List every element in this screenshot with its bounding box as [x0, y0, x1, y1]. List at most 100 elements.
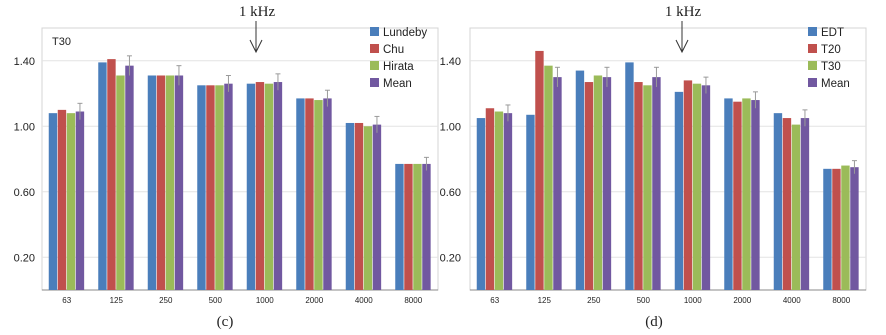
- panel-inner-label: T30: [52, 36, 71, 48]
- bar: [75, 111, 85, 290]
- bar: [584, 82, 594, 290]
- legend-swatch: [808, 27, 817, 36]
- bar: [156, 75, 166, 290]
- bar: [751, 100, 760, 290]
- annotation-label: 1 kHz: [239, 4, 276, 20]
- bar: [165, 75, 175, 290]
- y-tick-label: 0.60: [14, 187, 35, 199]
- x-tick-label: 250: [159, 296, 173, 305]
- annotation-label: 1 kHz: [665, 4, 702, 20]
- bar: [526, 114, 535, 290]
- bar: [593, 75, 603, 290]
- bar: [48, 113, 58, 291]
- bar: [363, 126, 373, 290]
- bar: [224, 83, 233, 290]
- bar: [850, 167, 859, 290]
- bar: [800, 118, 810, 290]
- legend-label: Mean: [383, 78, 412, 90]
- annotation-arrow-head: [249, 39, 263, 54]
- y-tick-label: 0.20: [14, 252, 35, 264]
- legend-label: T30: [821, 61, 841, 73]
- x-tick-label: 1000: [256, 296, 274, 305]
- panel-label: (c): [217, 314, 234, 330]
- legend-swatch: [808, 44, 817, 53]
- bar: [264, 83, 274, 290]
- bar: [625, 62, 634, 291]
- x-tick-label: 4000: [355, 296, 373, 305]
- bar: [197, 85, 206, 290]
- bar: [503, 113, 513, 291]
- bar: [215, 85, 224, 290]
- legend-label: EDT: [821, 27, 844, 39]
- bar: [314, 100, 323, 290]
- chart-panel-1: 0.20 0.60 1.00 1.40 63 125 250 500 1000 2000 4000 8…: [14, 4, 439, 330]
- y-tick-label: 1.40: [14, 56, 35, 68]
- bar: [422, 163, 431, 290]
- bar: [553, 77, 562, 290]
- x-tick-label: 8000: [404, 296, 422, 305]
- legend-label: Mean: [821, 78, 850, 90]
- x-tick-label: 4000: [783, 296, 801, 305]
- bar: [372, 124, 382, 290]
- legend-swatch: [370, 44, 379, 53]
- annotation-arrow-head: [675, 39, 689, 54]
- bar: [107, 59, 116, 290]
- bar: [404, 163, 413, 290]
- bar: [147, 75, 157, 290]
- bar: [742, 98, 751, 290]
- bar: [773, 113, 783, 291]
- legend-swatch: [370, 27, 379, 36]
- panel-label: (d): [645, 314, 663, 330]
- bar: [634, 82, 643, 290]
- bar: [535, 50, 544, 290]
- legend-label: Hirata: [383, 61, 414, 73]
- x-tick-label: 500: [637, 296, 651, 305]
- y-tick-label: 0.60: [440, 187, 461, 199]
- legend-swatch: [370, 61, 379, 70]
- legend-label: Lundeby: [383, 27, 427, 39]
- bar: [345, 122, 355, 290]
- bar: [255, 82, 265, 290]
- bar: [413, 163, 422, 290]
- x-tick-label: 8000: [832, 296, 850, 305]
- legend-label: Chu: [383, 44, 404, 56]
- bar: [733, 101, 742, 290]
- bar: [206, 85, 215, 290]
- y-tick-label: 0.20: [440, 252, 461, 264]
- bar: [98, 62, 107, 291]
- bar: [544, 65, 553, 290]
- x-tick-label: 500: [209, 296, 223, 305]
- bar: [395, 163, 404, 290]
- x-tick-label: 63: [490, 296, 499, 305]
- bar: [485, 108, 495, 290]
- bar: [66, 113, 76, 291]
- legend-swatch: [808, 61, 817, 70]
- y-tick-label: 1.00: [14, 121, 35, 133]
- bar: [602, 77, 612, 290]
- legend-swatch: [370, 78, 379, 87]
- bar: [823, 168, 832, 290]
- x-tick-label: 63: [62, 296, 71, 305]
- bar: [724, 98, 733, 290]
- bar: [116, 75, 125, 290]
- bar: [652, 77, 661, 290]
- x-tick-label: 2000: [733, 296, 751, 305]
- bar: [841, 165, 850, 290]
- bar: [683, 80, 693, 291]
- legend-label: T20: [821, 44, 841, 56]
- bar: [575, 70, 585, 290]
- bar: [323, 98, 332, 290]
- bar: [791, 124, 801, 290]
- y-tick-label: 1.40: [440, 56, 461, 68]
- legend-swatch: [808, 78, 817, 87]
- bar: [246, 83, 256, 290]
- bar: [354, 122, 364, 290]
- bar: [782, 118, 792, 290]
- bar: [832, 168, 841, 290]
- bar: [494, 111, 504, 290]
- bar: [674, 91, 684, 290]
- chart-panel-2: 0.20 0.60 1.00 1.40 63 125 250 500 1000 2000 4000 8…: [440, 4, 867, 330]
- bar: [125, 65, 134, 290]
- bar: [174, 75, 184, 290]
